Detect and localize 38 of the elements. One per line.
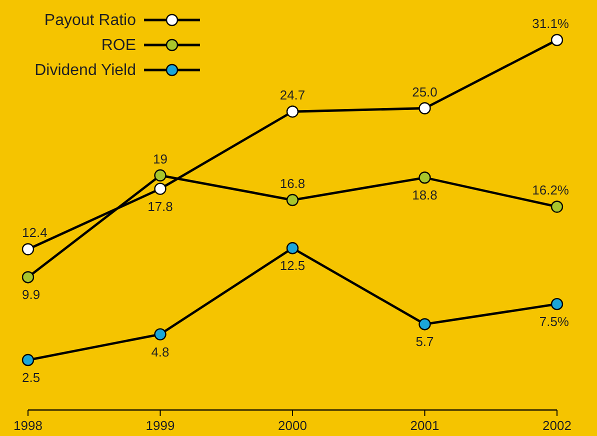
x-tick-label: 2001 bbox=[410, 418, 440, 433]
data-label: 16.8 bbox=[280, 176, 306, 192]
data-label: 4.8 bbox=[151, 344, 170, 360]
point bbox=[22, 354, 34, 366]
point bbox=[418, 172, 431, 184]
data-label: 9.9 bbox=[22, 287, 40, 302]
point bbox=[550, 298, 564, 310]
data-label: 31.1% bbox=[532, 16, 570, 31]
point bbox=[154, 328, 166, 340]
point bbox=[418, 102, 431, 114]
data-label: 2.5 bbox=[22, 370, 40, 386]
point bbox=[154, 169, 166, 182]
data-label: 25.0 bbox=[412, 84, 438, 100]
point bbox=[286, 242, 299, 254]
x-tick-label: 1998 bbox=[14, 418, 42, 433]
legend-label: ROE bbox=[101, 37, 136, 54]
legend-label: Dividend Yield bbox=[34, 62, 136, 79]
point bbox=[418, 318, 431, 330]
point bbox=[550, 34, 564, 46]
data-label: 24.7 bbox=[280, 88, 306, 103]
data-label: 7.5% bbox=[539, 314, 570, 330]
legend-label: Payout Ratio bbox=[44, 12, 136, 29]
point bbox=[22, 243, 34, 256]
data-label: 18.8 bbox=[412, 188, 438, 203]
point bbox=[550, 200, 564, 213]
x-tick-label: 1999 bbox=[146, 418, 175, 433]
point bbox=[286, 106, 299, 118]
data-label: 19 bbox=[153, 151, 168, 166]
point bbox=[286, 194, 299, 206]
data-label: 12.5 bbox=[280, 258, 306, 274]
data-label: 17.8 bbox=[148, 198, 173, 214]
point bbox=[22, 271, 34, 284]
data-label: 12.4 bbox=[22, 225, 48, 240]
x-tick-label: 2000 bbox=[278, 418, 307, 433]
x-tick-label: 2002 bbox=[542, 418, 572, 433]
data-label: 5.7 bbox=[416, 334, 434, 350]
data-label: 16.2% bbox=[532, 182, 570, 198]
point bbox=[154, 182, 166, 195]
